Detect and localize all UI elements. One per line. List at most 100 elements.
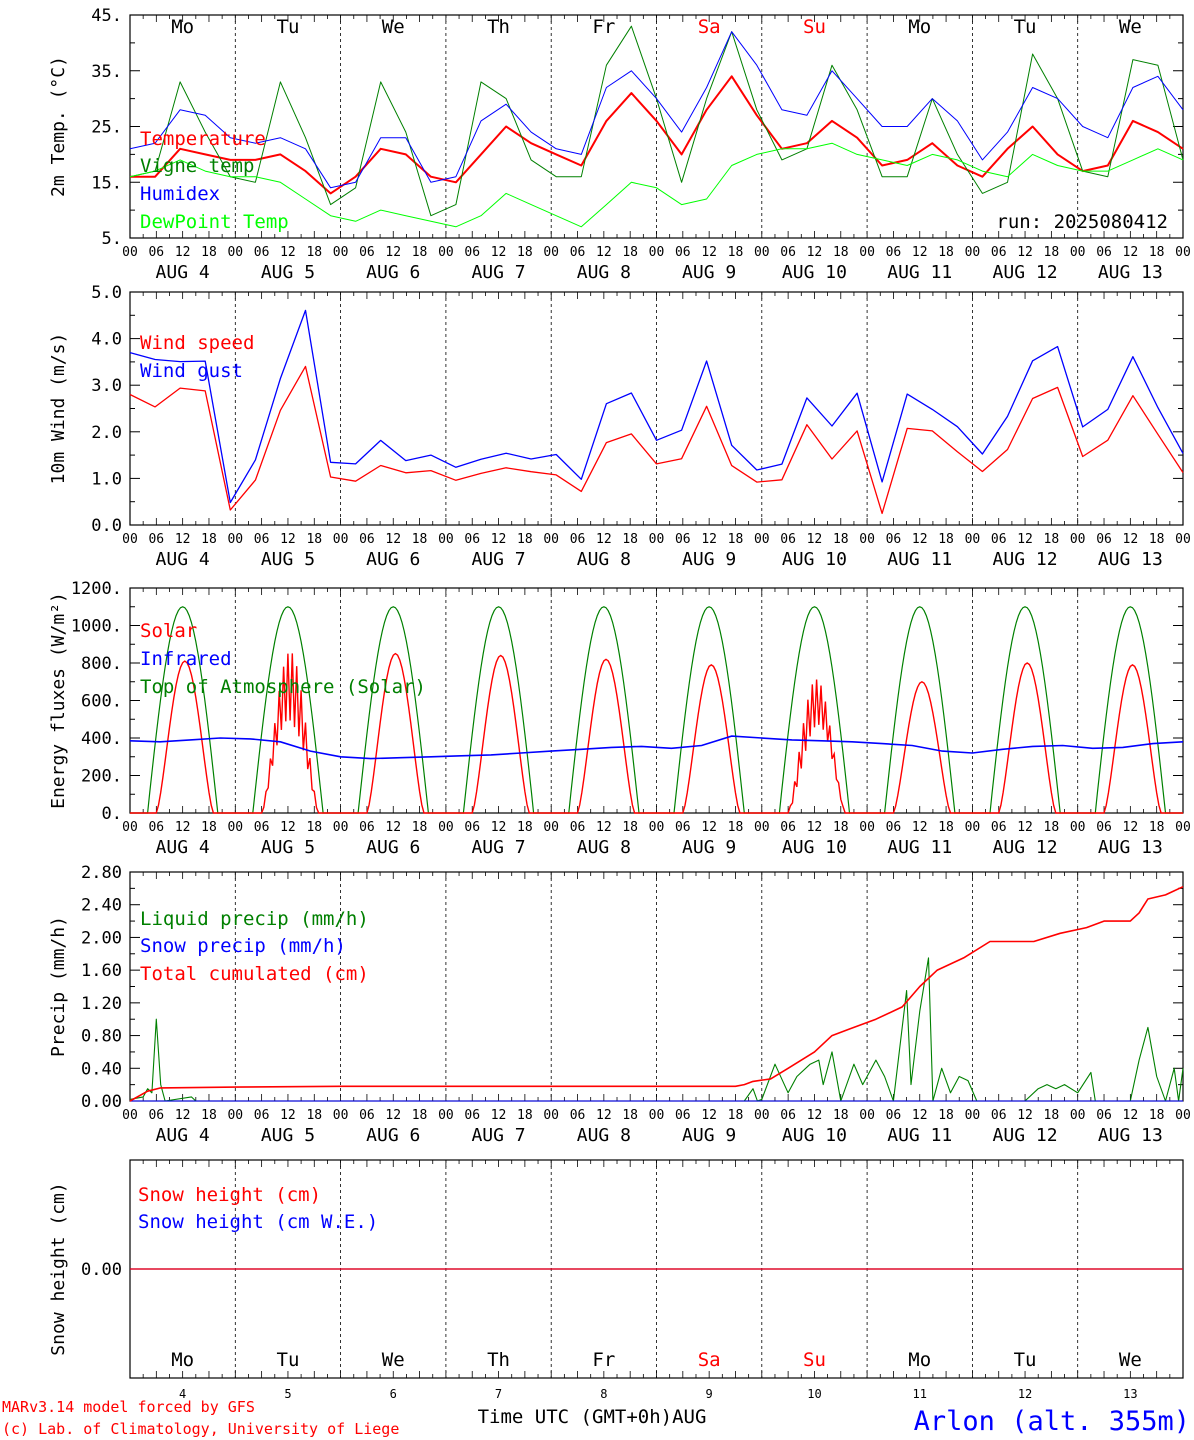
hour-tick-label: 06 [780,820,796,835]
hour-tick-label: 00 [859,820,875,835]
infrared-line [129,735,1184,760]
date-label: AUG 11 [887,1125,952,1146]
date-label: AUG 12 [993,262,1058,283]
hour-tick-label: 12 [491,532,507,547]
wind-line-0 [129,365,1184,515]
hour-tick-label: 12 [385,245,401,260]
hour-tick-label: 00 [859,245,875,260]
legend-entry: Wind speed [140,332,254,354]
date-label: AUG 6 [366,1125,420,1146]
weekday-label: We [382,1349,405,1371]
hour-tick-label: 18 [938,820,954,835]
hour-tick-label: 18 [517,1108,533,1123]
day-number-label: 5 [284,1387,291,1401]
legend-entry: Temperature [140,128,266,150]
hour-tick-label: 12 [1017,245,1033,260]
day-number-label: 11 [913,1387,927,1401]
date-label: AUG 9 [682,549,736,570]
y-tick-label: 800. [81,654,122,674]
y-tick-label: 2.80 [81,863,122,883]
hour-tick-label: 00 [754,532,770,547]
date-label: AUG 8 [577,549,631,570]
hour-tick-label: 18 [833,532,849,547]
day-number-label: 12 [1018,1387,1032,1401]
date-label: AUG 7 [471,549,525,570]
hour-tick-label: 06 [359,532,375,547]
hour-tick-label: 06 [254,820,270,835]
hour-tick-label: 06 [886,820,902,835]
y-tick-label: 0.0 [91,516,122,536]
hour-tick-label: 12 [596,532,612,547]
hour-tick-label: 12 [701,532,717,547]
hour-tick-label: 12 [807,820,823,835]
hour-tick-label: 18 [1149,532,1165,547]
hour-tick-label: 12 [1017,532,1033,547]
date-label: AUG 13 [1098,837,1163,858]
date-label: AUG 4 [156,549,210,570]
y-tick-label: 5. [102,229,122,249]
hour-tick-label: 18 [412,245,428,260]
hour-tick-label: 00 [543,245,559,260]
temp-line-3 [129,142,1184,228]
legend-entry: Infrared [140,648,232,670]
hour-tick-label: 00 [333,532,349,547]
day-number-label: 7 [495,1387,502,1401]
hour-tick-label: 18 [201,245,217,260]
day-number-label: 10 [807,1387,821,1401]
date-label: AUG 9 [682,262,736,283]
y-axis-label: Energy fluxes (W/m²) [48,592,69,809]
hour-tick-label: 00 [543,1108,559,1123]
weekday-label: Mo [171,16,194,38]
weekday-label: Su [803,16,826,38]
solar-line [130,652,1183,814]
credit-line: MARv3.14 model forced by GFS [2,1398,255,1416]
y-axis-label: Snow height (cm) [48,1182,69,1355]
hour-tick-label: 12 [175,1108,191,1123]
weekday-label: We [1119,1349,1142,1371]
day-number-label: 9 [706,1387,713,1401]
hour-tick-label: 00 [227,245,243,260]
hour-tick-label: 06 [1096,820,1112,835]
hour-tick-label: 06 [780,245,796,260]
hour-tick-label: 06 [570,1108,586,1123]
hour-tick-label: 00 [965,820,981,835]
hour-tick-label: 18 [306,245,322,260]
hour-tick-label: 06 [886,245,902,260]
hour-tick-label: 18 [728,245,744,260]
hour-tick-label: 06 [780,1108,796,1123]
hour-tick-label: 12 [280,532,296,547]
hour-tick-label: 00 [122,1108,138,1123]
location-label: Arlon (alt. 355m) [914,1406,1190,1437]
weekday-label: Sa [698,1349,721,1371]
hour-tick-label: 12 [491,1108,507,1123]
hour-tick-label: 06 [359,245,375,260]
weekday-label: Mo [908,1349,931,1371]
hour-tick-label: 12 [1123,1108,1139,1123]
hour-tick-label: 12 [491,820,507,835]
date-label: AUG 11 [887,262,952,283]
weekday-label: Th [487,16,510,38]
weekday-label: Fr [592,1349,615,1371]
date-label: AUG 11 [887,549,952,570]
hour-tick-label: 00 [1175,1108,1191,1123]
day-number-label: 13 [1123,1387,1137,1401]
hour-tick-label: 18 [1044,1108,1060,1123]
y-tick-label: 0.00 [81,1092,122,1112]
y-tick-label: 200. [81,767,122,787]
legend-entry: Wind gust [140,360,243,382]
panel-2: 00 06 12 18 00 06 12 18 00 06 12 18 00 06 12 18 00 06 12 18… [48,283,1191,570]
hour-tick-label: 12 [175,532,191,547]
run-annotation: run: 2025080412 [996,211,1168,233]
date-label: AUG 10 [782,837,847,858]
hour-tick-label: 00 [438,820,454,835]
panel-frame [129,587,1184,814]
y-tick-label: 0.40 [81,1059,122,1079]
hour-tick-label: 00 [965,1108,981,1123]
hour-tick-label: 18 [201,820,217,835]
date-label: AUG 12 [993,549,1058,570]
panel-3: 00 06 12 18 00 06 12 18 00 06 12 18 00 06 12 18 00 06 12 18… [48,579,1191,858]
y-tick-label: 2.00 [81,928,122,948]
panel-frame [129,14,1184,239]
